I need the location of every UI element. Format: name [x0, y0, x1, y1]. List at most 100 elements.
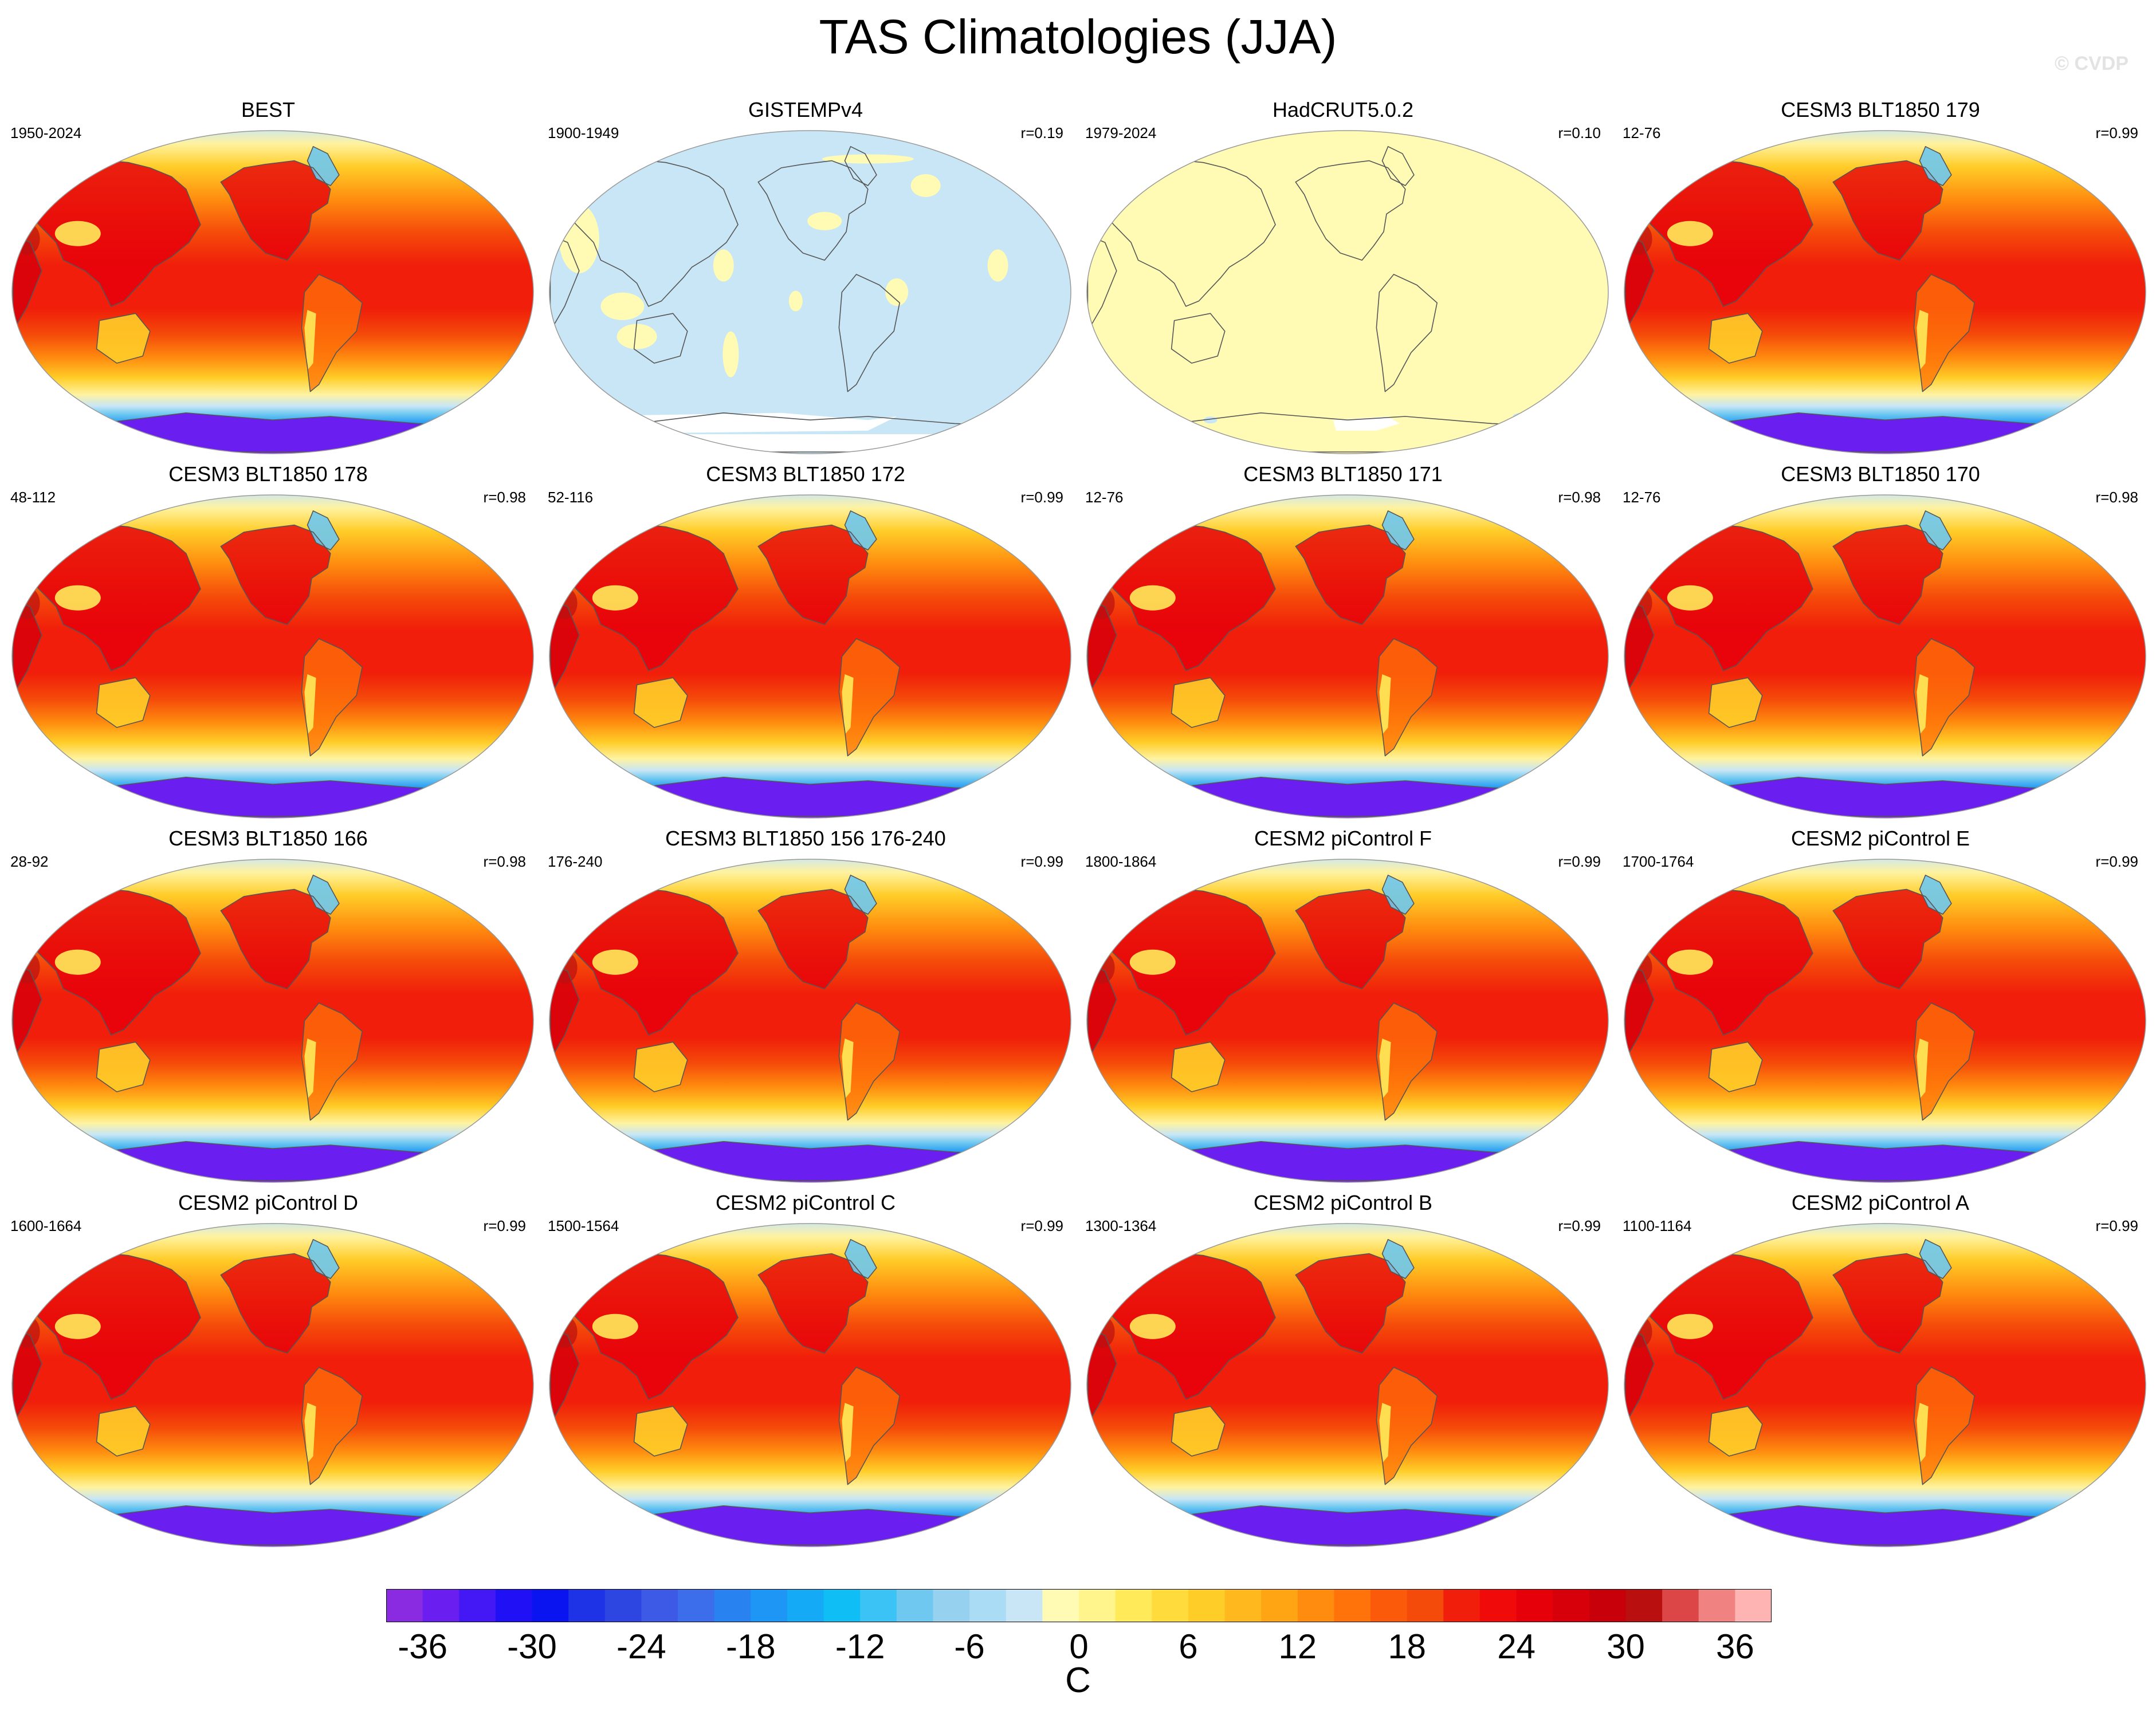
- panel-years: 1300-1364: [1085, 1217, 1157, 1234]
- map-panel: CESM2 piControl C 1500-1564 r=0.99: [537, 1190, 1074, 1557]
- panel-correlation: r=0.99: [1020, 489, 1063, 506]
- panel-map: [1084, 1220, 1611, 1550]
- colorbar-bin: [714, 1589, 751, 1622]
- cvdp-watermark: © CVDP: [2055, 53, 2128, 74]
- panel-years: 1800-1864: [1085, 853, 1157, 870]
- map-svg: [1086, 130, 1609, 454]
- map-panel: CESM3 BLT1850 172 52-116 r=0.99: [537, 462, 1074, 828]
- map-panel: CESM2 piControl B 1300-1364 r=0.99: [1075, 1190, 1611, 1557]
- colorbar-tick-label: -18: [725, 1627, 776, 1666]
- colorbar-bin: [1261, 1589, 1298, 1622]
- panel-correlation: r=0.19: [1020, 124, 1063, 141]
- panel-years: 1600-1664: [10, 1217, 82, 1234]
- map-svg: [1624, 859, 2146, 1183]
- panel-title: CESM2 piControl C: [715, 1191, 896, 1214]
- colorbar-bin: [1735, 1589, 1772, 1622]
- panel-years: 12-76: [1623, 124, 1661, 141]
- panel-title: CESM3 BLT1850 156 176-240: [665, 827, 946, 850]
- panel-map: [1621, 856, 2149, 1186]
- panel-title: CESM2 piControl E: [1790, 827, 1970, 850]
- map-svg: [1086, 494, 1609, 819]
- colorbar-tick-label: 12: [1278, 1627, 1317, 1666]
- colorbar-tick-label: -30: [507, 1627, 557, 1666]
- colorbar-bin: [1479, 1589, 1517, 1622]
- panel-correlation: r=0.98: [483, 853, 526, 870]
- colorbar-bin: [386, 1589, 423, 1622]
- colorbar-bin: [1662, 1589, 1699, 1622]
- panel-map: [1084, 491, 1611, 821]
- panel-map: [9, 491, 536, 821]
- colorbar-bin: [1516, 1589, 1553, 1622]
- map-panel: HadCRUT5.0.2 1979-2024 r=0.10: [1075, 97, 1611, 464]
- map-panel: CESM3 BLT1850 179 12-76 r=0.99: [1612, 97, 2149, 464]
- panel-correlation: r=0.99: [1558, 1217, 1601, 1234]
- panel-years: 176-240: [548, 853, 603, 870]
- panel-title: CESM3 BLT1850 171: [1243, 462, 1443, 486]
- panel-correlation: r=0.99: [1558, 853, 1601, 870]
- panel-correlation: r=0.99: [1020, 853, 1063, 870]
- panel-title: HadCRUT5.0.2: [1272, 98, 1414, 121]
- colorbar-bin: [1006, 1589, 1043, 1622]
- colorbar-bin: [1334, 1589, 1371, 1622]
- colorbar-tick-label: -36: [398, 1627, 447, 1666]
- map-panel: CESM2 piControl E 1700-1764 r=0.99: [1612, 826, 2149, 1193]
- panel-map: [1084, 856, 1611, 1186]
- colorbar-bin: [1224, 1589, 1262, 1622]
- panel-years: 1500-1564: [548, 1217, 619, 1234]
- colorbar-bin: [678, 1589, 715, 1622]
- panel-map: [547, 1220, 1074, 1550]
- map-svg: [549, 494, 1071, 819]
- colorbar-tick-label: -24: [616, 1627, 666, 1666]
- panel-correlation: r=0.99: [2095, 124, 2138, 141]
- map-panel: CESM3 BLT1850 171 12-76 r=0.98: [1075, 462, 1611, 828]
- map-svg: [1624, 130, 2146, 454]
- panel-years: 12-76: [1623, 489, 1661, 506]
- colorbar-bin: [604, 1589, 642, 1622]
- panel-map: [9, 127, 536, 457]
- colorbar-tick-label: 0: [1069, 1627, 1089, 1666]
- panel-title: CESM2 piControl F: [1254, 827, 1432, 850]
- map-svg: [11, 130, 534, 454]
- panel-title: CESM3 BLT1850 179: [1781, 98, 1980, 121]
- panel-map: [9, 856, 536, 1186]
- colorbar-bin: [1115, 1589, 1152, 1622]
- panel-title: CESM2 piControl A: [1791, 1191, 1970, 1214]
- colorbar-bin: [933, 1589, 970, 1622]
- colorbar-bin: [1152, 1589, 1189, 1622]
- map-svg: [11, 1223, 534, 1547]
- colorbar-bin: [1698, 1589, 1735, 1622]
- map-svg: [11, 859, 534, 1183]
- colorbar-bin: [969, 1589, 1007, 1622]
- panel-years: 1700-1764: [1623, 853, 1694, 870]
- panel-title: CESM3 BLT1850 170: [1781, 462, 1980, 486]
- panel-title: CESM3 BLT1850 172: [706, 462, 905, 486]
- colorbar-bin: [1625, 1589, 1663, 1622]
- colorbar-bin: [896, 1589, 934, 1622]
- map-panel: BEST 1950-2024: [0, 97, 536, 464]
- colorbar-tick-label: -12: [835, 1627, 885, 1666]
- colorbar-tick-label: 30: [1607, 1627, 1645, 1666]
- map-panel: CESM2 piControl F 1800-1864 r=0.99: [1075, 826, 1611, 1193]
- map-panel: CESM3 BLT1850 170 12-76 r=0.98: [1612, 462, 2149, 828]
- map-panel: CESM3 BLT1850 178 48-112 r=0.98: [0, 462, 536, 828]
- colorbar-tick-label: 24: [1497, 1627, 1535, 1666]
- map-svg: [1086, 1223, 1609, 1547]
- map-panel: CESM2 piControl A 1100-1164 r=0.99: [1612, 1190, 2149, 1557]
- panel-correlation: r=0.10: [1558, 124, 1601, 141]
- panel-years: 1100-1164: [1623, 1217, 1692, 1234]
- colorbar-tick-label: -6: [954, 1627, 985, 1666]
- panel-title: CESM2 piControl D: [178, 1191, 359, 1214]
- colorbar-bin: [459, 1589, 496, 1622]
- colorbar-bin: [1589, 1589, 1627, 1622]
- panel-map: [1621, 1220, 2149, 1550]
- panel-title: CESM3 BLT1850 178: [168, 462, 368, 486]
- colorbar-bin: [495, 1589, 533, 1622]
- colorbar-unit-label: C: [1065, 1661, 1091, 1700]
- panel-years: 1979-2024: [1085, 124, 1157, 141]
- colorbar-tick-label: 18: [1388, 1627, 1427, 1666]
- colorbar-bin: [568, 1589, 606, 1622]
- map-panel: GISTEMPv4 1900-1949 r=0.19: [537, 97, 1074, 464]
- colorbar-bin: [1297, 1589, 1335, 1622]
- colorbar-tick-label: 6: [1179, 1627, 1198, 1666]
- colorbar-bin: [1079, 1589, 1116, 1622]
